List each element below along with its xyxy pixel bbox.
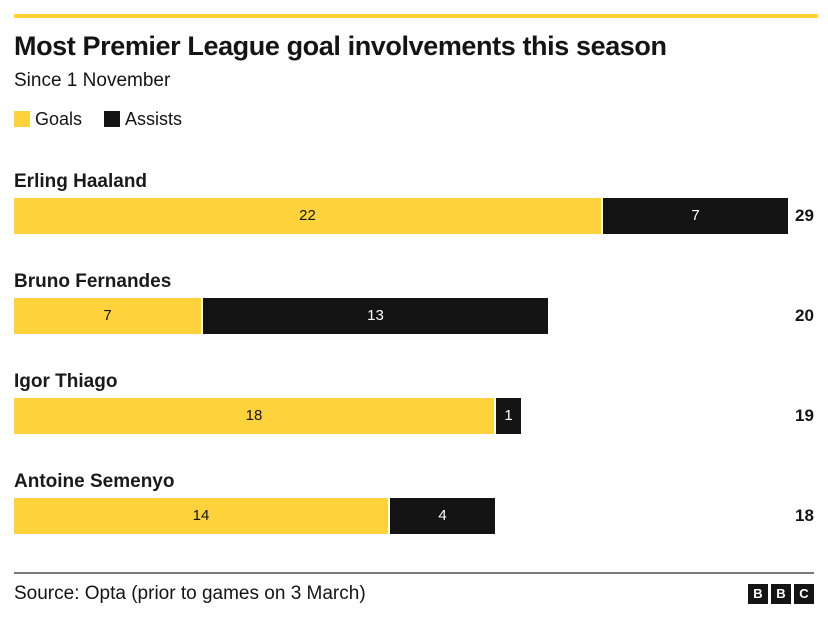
- assists-value-label: 7: [691, 207, 700, 225]
- player-name: Antoine Semenyo: [14, 470, 175, 492]
- bar-line: 22 7 29: [14, 197, 814, 234]
- assists-value-label: 13: [367, 307, 384, 325]
- bar-track: 18 1: [14, 397, 788, 434]
- footer-divider: [14, 571, 814, 574]
- goals-bar-segment: 14: [14, 497, 388, 534]
- total-label: 19: [795, 405, 814, 425]
- player-row: Antoine Semenyo 14 4 18: [14, 471, 814, 534]
- bbc-logo-block: B: [771, 583, 791, 604]
- legend-label: Assists: [125, 108, 183, 129]
- assists-value-label: 4: [438, 507, 447, 525]
- legend-item-assists: Assists: [104, 109, 182, 130]
- bar-chart: Erling Haaland 22 7 29 Bruno Fernandes 7…: [14, 171, 814, 534]
- player-name: Igor Thiago: [14, 370, 118, 392]
- page-title: Most Premier League goal involvements th…: [14, 31, 667, 61]
- player-row: Bruno Fernandes 7 13 20: [14, 271, 814, 334]
- bbc-logo-block: C: [794, 583, 814, 604]
- total-label: 20: [795, 305, 814, 325]
- legend-label: Goals: [35, 108, 83, 129]
- assists-value-label: 1: [504, 407, 513, 425]
- bar-track: 7 13: [14, 297, 788, 334]
- chart-subtitle: Since 1 November: [14, 69, 171, 91]
- total-label: 29: [795, 205, 814, 225]
- legend-item-goals: Goals: [14, 109, 82, 130]
- bar-track: 22 7: [14, 197, 788, 234]
- total-label: 18: [795, 505, 814, 525]
- legend-swatch-icon: [14, 111, 30, 128]
- goals-bar-segment: 22: [14, 197, 601, 234]
- goals-value-label: 18: [245, 407, 263, 425]
- bar-track: 14 4: [14, 497, 788, 534]
- goals-value-label: 22: [299, 207, 316, 225]
- footer: Source: Opta (prior to games on 3 March)…: [14, 583, 814, 605]
- goals-value-label: 14: [192, 507, 210, 525]
- assists-bar-segment: 1: [496, 397, 521, 434]
- player-name: Bruno Fernandes: [14, 270, 172, 292]
- player-row: Igor Thiago 18 1 19: [14, 371, 814, 434]
- legend-swatch-icon: [104, 111, 121, 128]
- assists-bar-segment: 13: [203, 297, 548, 334]
- accent-top-rule: [14, 14, 818, 18]
- chart-legend: Goals Assists: [14, 109, 814, 130]
- goals-value-label: 7: [103, 307, 112, 325]
- player-name: Erling Haaland: [14, 170, 148, 192]
- player-row: Erling Haaland 22 7 29: [14, 171, 814, 234]
- bbc-logo-block: B: [748, 583, 768, 604]
- bar-line: 7 13 20: [14, 297, 814, 334]
- bar-line: 18 1 19: [14, 397, 814, 434]
- goals-bar-segment: 18: [14, 397, 494, 434]
- source-note: Source: Opta (prior to games on 3 March): [14, 582, 366, 604]
- goals-bar-segment: 7: [14, 297, 201, 334]
- assists-bar-segment: 7: [603, 197, 788, 234]
- bar-line: 14 4 18: [14, 497, 814, 534]
- assists-bar-segment: 4: [390, 497, 495, 534]
